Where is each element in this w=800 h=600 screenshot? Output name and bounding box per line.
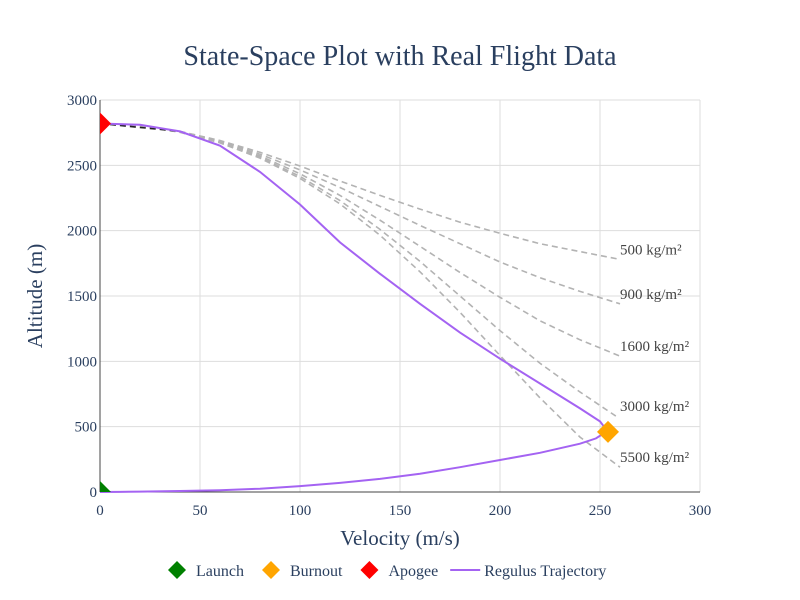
y-tick-label: 0	[90, 485, 98, 501]
reference-curve	[100, 122, 621, 357]
legend-marker	[168, 561, 186, 579]
reference-curve	[100, 122, 621, 305]
reference-curves: 500 kg/m² 900 kg/m² 1600 kg/m² 3000 kg/m² 55…	[99, 122, 690, 468]
legend-marker	[360, 561, 379, 579]
reference-curve-label: 500 kg/m²	[620, 242, 682, 258]
y-tick-label: 2500	[67, 158, 97, 174]
legend-marker	[261, 561, 280, 579]
reference-curve	[100, 122, 617, 417]
y-tick-label: 3000	[67, 93, 97, 109]
marker-burnout	[597, 420, 619, 443]
grid	[100, 99, 701, 492]
reference-curve	[100, 122, 621, 261]
x-tick-label: 100	[289, 503, 312, 519]
series-group	[99, 122, 608, 493]
reference-curve-label: 3000 kg/m²	[620, 399, 690, 415]
reference-curve-label: 5500 kg/m²	[620, 450, 690, 466]
x-tick-label: 150	[389, 503, 412, 519]
reference-curve	[100, 122, 621, 468]
x-tick-label: 300	[689, 503, 712, 519]
x-tick-label: 250	[589, 503, 612, 519]
y-tick-label: 1000	[67, 354, 97, 370]
axes: 0 50 100 150 200 250 3000500100015002000250030…	[67, 93, 711, 519]
y-tick-label: 1500	[67, 289, 97, 305]
legend-label: Launch	[196, 563, 244, 580]
reference-curve-label: 900 kg/m²	[620, 287, 682, 303]
marker-apogee	[100, 112, 111, 135]
legend: Launch Burnout Apogee Regulus Trajectory	[168, 561, 606, 580]
y-tick-label: 500	[75, 420, 98, 436]
reference-curve-label: 1600 kg/m²	[620, 339, 690, 355]
legend-label: Burnout	[290, 563, 343, 580]
x-tick-label: 0	[96, 503, 104, 519]
legend-label: Apogee	[388, 563, 438, 580]
markers-group	[100, 112, 619, 492]
y-axis-title: Altitude (m)	[23, 244, 47, 348]
x-axis-title: Velocity (m/s)	[340, 526, 460, 550]
y-tick-label: 2000	[67, 224, 97, 240]
trajectory-line	[99, 122, 608, 493]
marker-launch	[100, 481, 111, 492]
x-tick-label: 50	[193, 503, 208, 519]
chart-title: State-Space Plot with Real Flight Data	[183, 41, 617, 72]
legend-label: Regulus Trajectory	[484, 563, 606, 580]
x-tick-label: 200	[489, 503, 512, 519]
